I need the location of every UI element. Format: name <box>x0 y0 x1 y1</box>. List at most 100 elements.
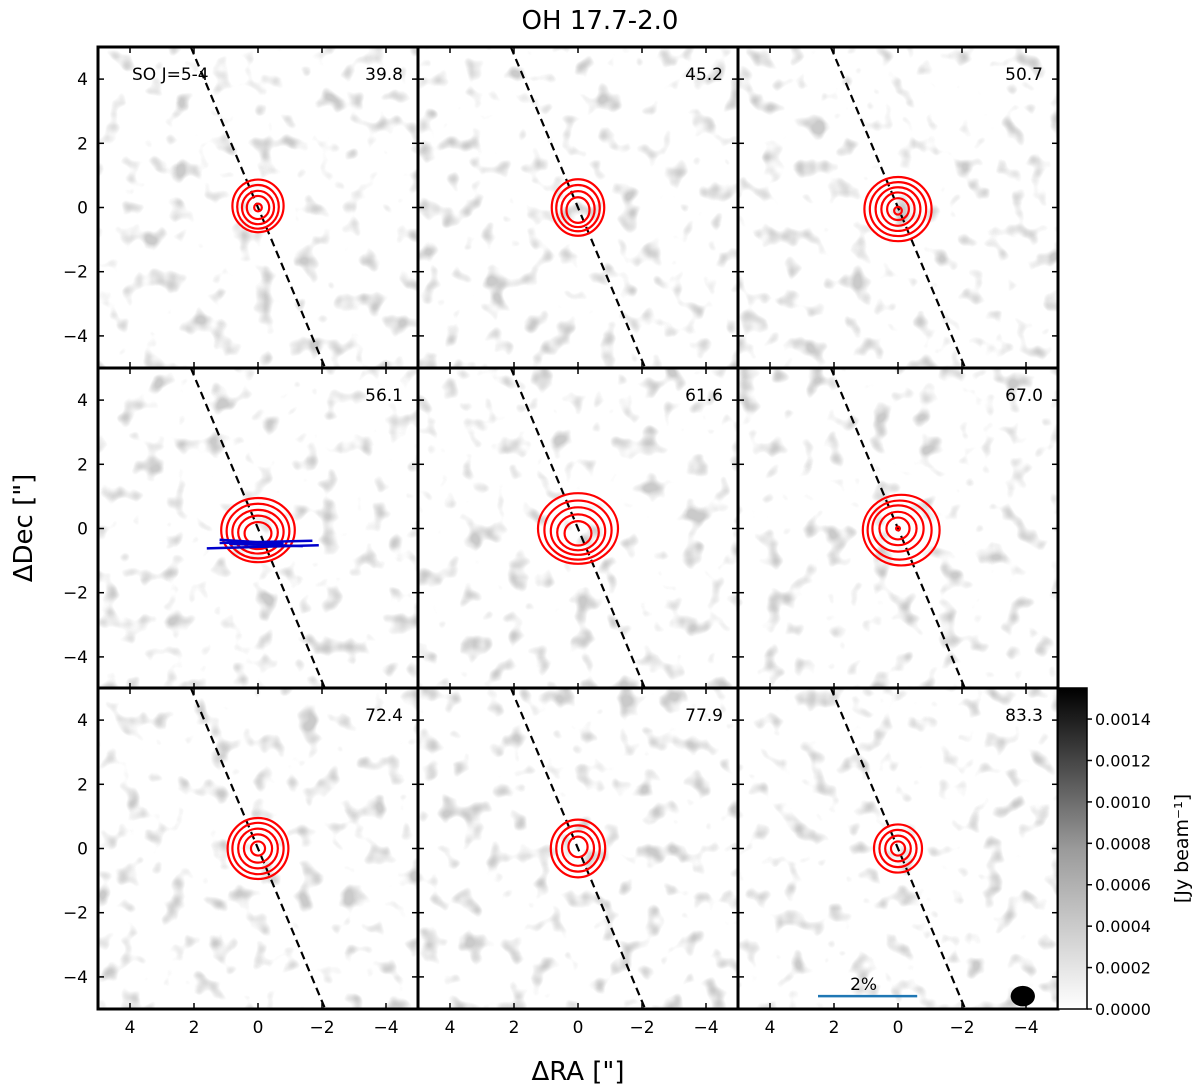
y-tick-label: 2 <box>77 775 88 795</box>
contour-level-1 <box>863 175 933 243</box>
panel-39-8: 39.8 SO J=5-4 4 2 0 −2 −4 <box>63 45 420 370</box>
x-tick-label: 0 <box>893 1018 904 1038</box>
contour-level-2 <box>231 821 285 876</box>
figure-title: OH 17.7-2.0 <box>521 6 679 36</box>
contour-level-2 <box>866 499 933 561</box>
intensity-map <box>418 688 738 1009</box>
panel-56-1: 56.1 4 2 0 −2 −4 <box>63 366 420 691</box>
intensity-map <box>418 368 738 689</box>
y-tick-label: −4 <box>63 648 88 668</box>
x-tick-label: −4 <box>693 1018 718 1038</box>
x-tick-label: 2 <box>189 1018 200 1038</box>
contour-level-3 <box>560 830 596 867</box>
contour-level-6 <box>893 205 903 216</box>
dashed-axis-line <box>509 368 647 689</box>
velocity-label: 39.8 <box>365 65 403 85</box>
intensity-map <box>418 47 738 368</box>
panel-45-2: 45.2 <box>416 45 740 370</box>
dashed-axis-line <box>509 688 647 1009</box>
velocity-label: 83.3 <box>1005 706 1043 726</box>
contour-level-3 <box>560 190 596 229</box>
contour-level-4 <box>565 196 591 225</box>
colorbar-gradient <box>1057 687 1088 1010</box>
velocity-label: 45.2 <box>685 65 723 85</box>
contour-level-5 <box>885 516 911 541</box>
velocity-label: 67.0 <box>1005 386 1043 406</box>
x-tick-label: 4 <box>765 1018 776 1038</box>
x-tick-label: −2 <box>629 1018 654 1038</box>
dashed-axis-line <box>189 688 327 1009</box>
contour-level-4 <box>567 835 589 859</box>
contour-level-4 <box>245 194 271 221</box>
colorbar-label: [Jy beam⁻¹] <box>1171 794 1193 903</box>
colorbar-tick-label: 0.0010 <box>1095 793 1151 812</box>
contour-level-6 <box>894 525 902 532</box>
y-tick-label: −2 <box>63 904 88 924</box>
contour-level-5 <box>249 840 267 857</box>
contour-level-1 <box>550 178 606 237</box>
contour-level-2 <box>555 824 601 873</box>
polarization-vector-3 <box>219 538 284 546</box>
x-axis-label: ΔRA ["] <box>531 1057 624 1087</box>
x-tick-label: 4 <box>125 1018 136 1038</box>
x-tick-label: −2 <box>309 1018 334 1038</box>
y-tick-label: 2 <box>77 455 88 475</box>
contour-level-5 <box>886 197 910 222</box>
x-tick-label: −4 <box>1013 1018 1038 1038</box>
contour-level-1 <box>536 492 620 565</box>
contour-level-3 <box>871 504 925 553</box>
polarization-vector-4 <box>229 542 303 548</box>
colorbar-tick-label: 0.0008 <box>1095 834 1151 853</box>
dashed-axis-line <box>829 688 967 1009</box>
panel-83-3: 2% 83.3 4 2 0 −2 −4 <box>736 686 1060 1038</box>
beam-ellipse <box>1010 985 1035 1007</box>
intensity-map <box>98 688 418 1009</box>
velocity-label: 77.9 <box>685 706 723 726</box>
dashed-axis-line <box>189 368 327 689</box>
contour-level-3 <box>231 508 285 555</box>
contour-level-4 <box>237 514 279 551</box>
x-tick-label: 0 <box>573 1018 584 1038</box>
contour-level-5 <box>253 202 263 213</box>
contour-level-3 <box>549 506 607 556</box>
contour-level-5 <box>563 520 593 547</box>
contour-level-4 <box>242 833 274 864</box>
y-tick-label: −4 <box>63 327 88 347</box>
contour-level-1 <box>549 818 607 879</box>
line-label: SO J=5-4 <box>132 65 209 85</box>
panel-72-4: 72.4 4 2 0 −2 −4 4 2 0 −2 −4 <box>63 686 420 1038</box>
intensity-map <box>98 368 418 689</box>
contour-level-2 <box>543 499 613 561</box>
contour-level-3 <box>237 827 279 870</box>
y-tick-label: −2 <box>63 584 88 604</box>
colorbar-tick-label: 0.0012 <box>1095 751 1151 770</box>
contour-level-2 <box>878 828 918 869</box>
contour-level-3 <box>874 186 922 233</box>
panel-61-6: 61.6 <box>416 366 740 691</box>
y-tick-label: 2 <box>77 134 88 154</box>
dashed-axis-line <box>509 47 647 368</box>
colorbar: 0.0000 0.0002 0.0004 0.0006 0.0008 0.0010 0.00… <box>1057 687 1193 1019</box>
contour-level-1 <box>226 816 290 881</box>
dashed-axis-line <box>189 47 327 368</box>
y-axis-label: ΔDec ["] <box>9 474 39 583</box>
contour-level-2 <box>555 183 601 233</box>
y-tick-label: 4 <box>77 70 88 90</box>
colorbar-tick-label: 0.0002 <box>1095 959 1151 978</box>
panel-77-9: 77.9 4 2 0 −2 −4 <box>416 686 740 1038</box>
colorbar-tick-label: 0.0014 <box>1095 710 1151 729</box>
x-tick-label: 4 <box>445 1018 456 1038</box>
intensity-map <box>738 47 1058 368</box>
contour-level-4 <box>556 513 600 552</box>
contour-level-2 <box>868 181 928 238</box>
contour-level-3 <box>884 834 912 863</box>
x-tick-label: −4 <box>373 1018 398 1038</box>
contour-level-1 <box>231 178 285 234</box>
velocity-label: 56.1 <box>365 386 403 406</box>
y-tick-label: 0 <box>77 840 88 860</box>
velocity-label: 61.6 <box>685 386 723 406</box>
y-tick-label: −4 <box>63 968 88 988</box>
y-tick-label: 4 <box>77 711 88 731</box>
